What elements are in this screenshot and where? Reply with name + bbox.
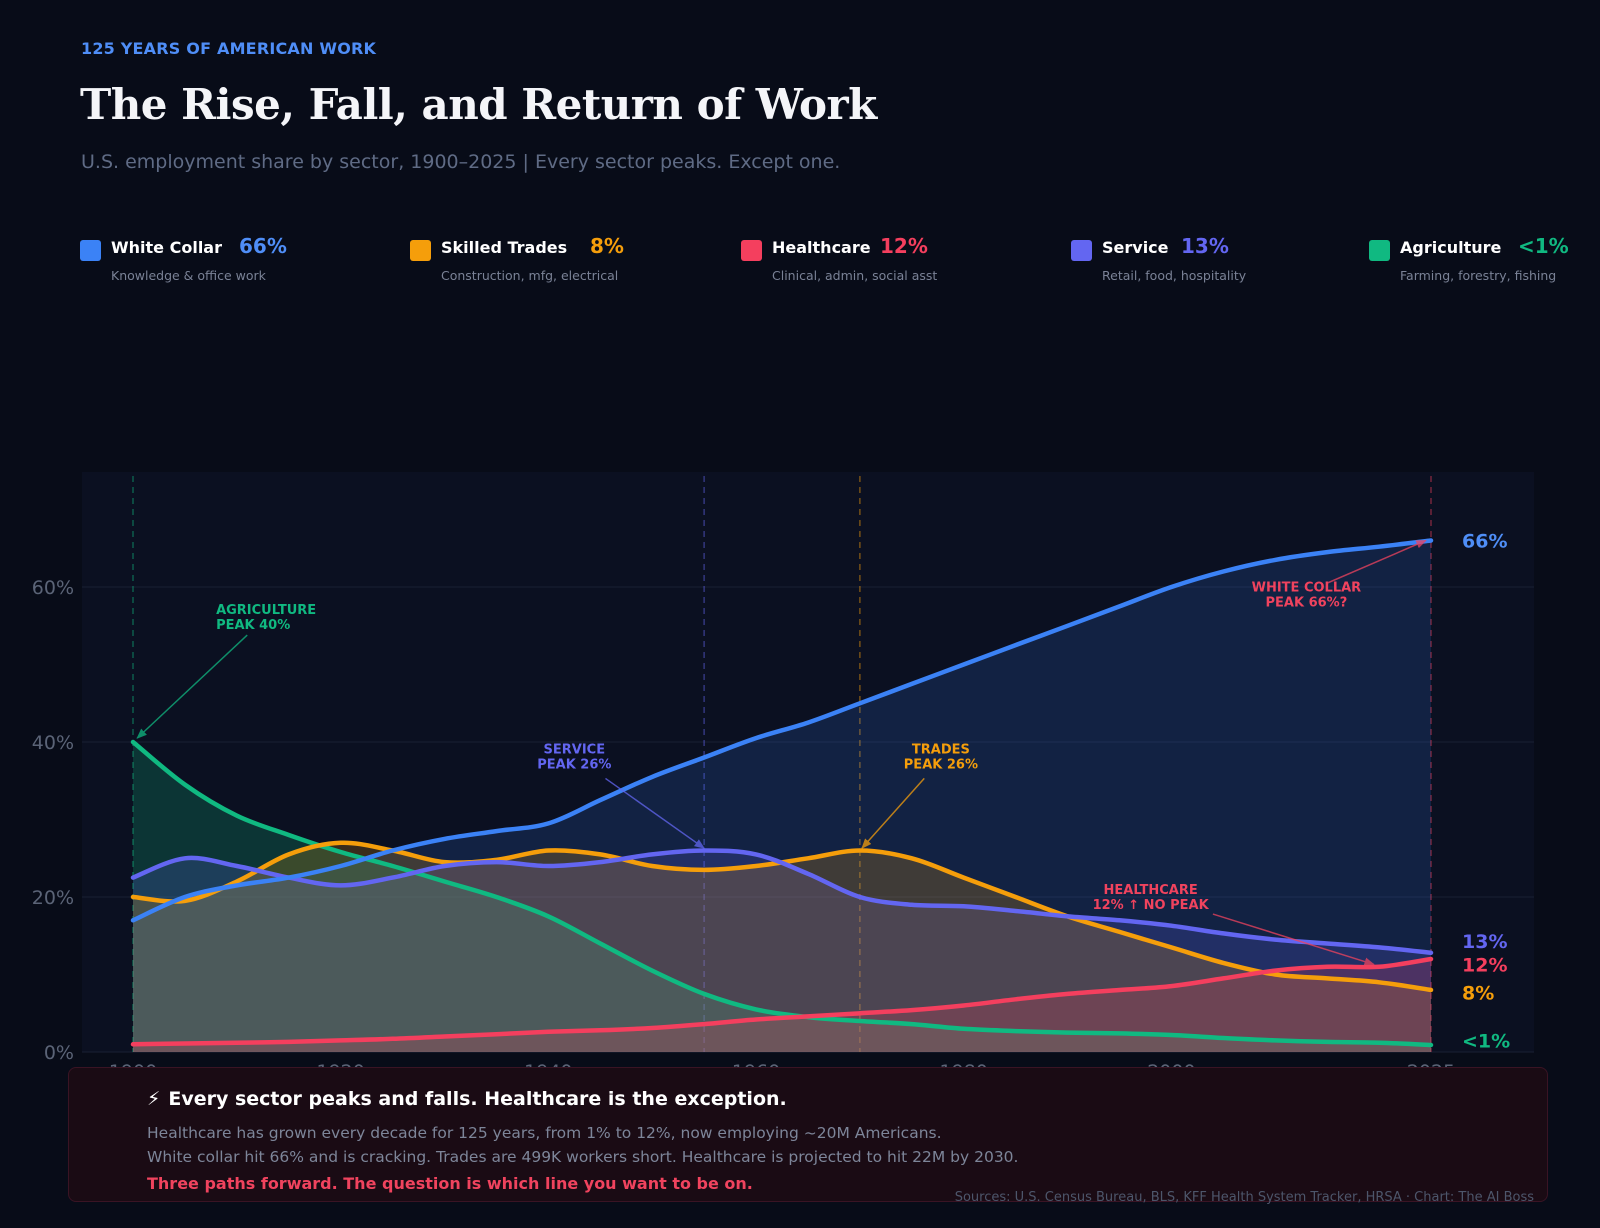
y-tick-label: 40% [32,732,74,754]
annotation-arrow [1326,539,1427,584]
y-tick-label: 60% [32,577,74,599]
annotation-arrow [1212,913,1375,966]
area-skilled-trades [133,842,1431,1052]
annotation-label: AGRICULTURE PEAK 40% [216,603,316,633]
annotation-line: HEALTHCARE [1104,883,1198,898]
kicker: 125 YEARS OF AMERICAN WORK [81,39,377,58]
annotation-line: SERVICE [544,743,606,758]
end-value-label: 12% [1462,954,1507,976]
legend-value: 13% [1181,234,1229,258]
plot-background [82,472,1534,1052]
y-tick-label: 0% [44,1042,74,1064]
callout-heading-row: ⚡ Every sector peaks and falls. Healthcar… [147,1088,787,1110]
legend-swatch [1369,240,1390,261]
y-tick-label: 20% [32,887,74,909]
annotation-arrow [861,777,925,849]
end-value-label: 13% [1462,931,1507,953]
legend-value: 12% [880,234,928,258]
legend-swatch [1071,240,1092,261]
callout-cta: Three paths forward. The question is whi… [147,1174,753,1193]
end-value-label: 66% [1462,531,1507,553]
legend-name: Healthcare [772,238,871,257]
lightning-icon: ⚡ [147,1088,161,1110]
legend-value: 8% [590,234,624,258]
series-line-agriculture [130,739,1434,1048]
series-line-service [130,848,1434,956]
annotation-label: SERVICE PEAK 26% [537,743,611,773]
legend-name: White Collar [111,238,222,257]
subtitle: U.S. employment share by sector, 1900–20… [81,151,841,173]
legend-desc: Clinical, admin, social asst [772,268,938,283]
legend-desc: Construction, mfg, electrical [441,268,619,283]
end-value-label: 8% [1462,982,1494,1004]
annotation-label: TRADES PEAK 26% [904,743,978,773]
callout-line-1: Healthcare has grown every decade for 12… [147,1124,942,1142]
area-service [133,850,1431,1052]
area-healthcare [133,959,1431,1052]
series-line-healthcare [130,956,1434,1047]
legend-value: <1% [1518,234,1569,258]
annotation-line: PEAK 26% [904,758,978,773]
annotation-line: AGRICULTURE [216,603,316,618]
area-white-collar [133,540,1431,1052]
annotation-arrow [605,777,705,849]
insight-callout: ⚡ Every sector peaks and falls. Healthcar… [68,1067,1548,1202]
legend-swatch [741,240,762,261]
legend-name: Skilled Trades [441,238,568,257]
annotation-line: WHITE COLLAR [1252,581,1362,596]
callout-heading: Every sector peaks and falls. Healthcare… [168,1088,787,1110]
callout-line-2: White collar hit 66% and is cracking. Tr… [147,1148,1019,1166]
legend-desc: Farming, forestry, fishing [1400,268,1557,283]
legend: White Collar 66% Knowledge & office work… [0,230,1600,290]
legend-desc: Knowledge & office work [111,268,266,283]
page-title: The Rise, Fall, and Return of Work [80,80,877,129]
sources: Sources: U.S. Census Bureau, BLS, KFF He… [954,1190,1534,1205]
area-agriculture [133,742,1431,1052]
annotation-label: HEALTHCARE 12% ↑ NO PEAK [1093,883,1210,913]
legend-value: 66% [239,234,287,258]
legend-name: Service [1102,238,1169,257]
legend-swatch [80,240,101,261]
annotation-label: WHITE COLLAR PEAK 66%? [1252,581,1362,611]
annotation-line: PEAK 26% [537,758,611,773]
annotation-line: PEAK 66%? [1266,596,1348,611]
legend-desc: Retail, food, hospitality [1102,268,1247,283]
legend-name: Agriculture [1400,238,1502,257]
annotation-line: PEAK 40% [216,618,290,633]
annotation-line: TRADES [912,743,970,758]
series-line-white-collar [130,538,1434,923]
end-value-label: <1% [1462,1030,1510,1052]
legend-swatch [410,240,431,261]
annotation-arrow [136,634,248,739]
annotation-line: 12% ↑ NO PEAK [1093,898,1210,913]
